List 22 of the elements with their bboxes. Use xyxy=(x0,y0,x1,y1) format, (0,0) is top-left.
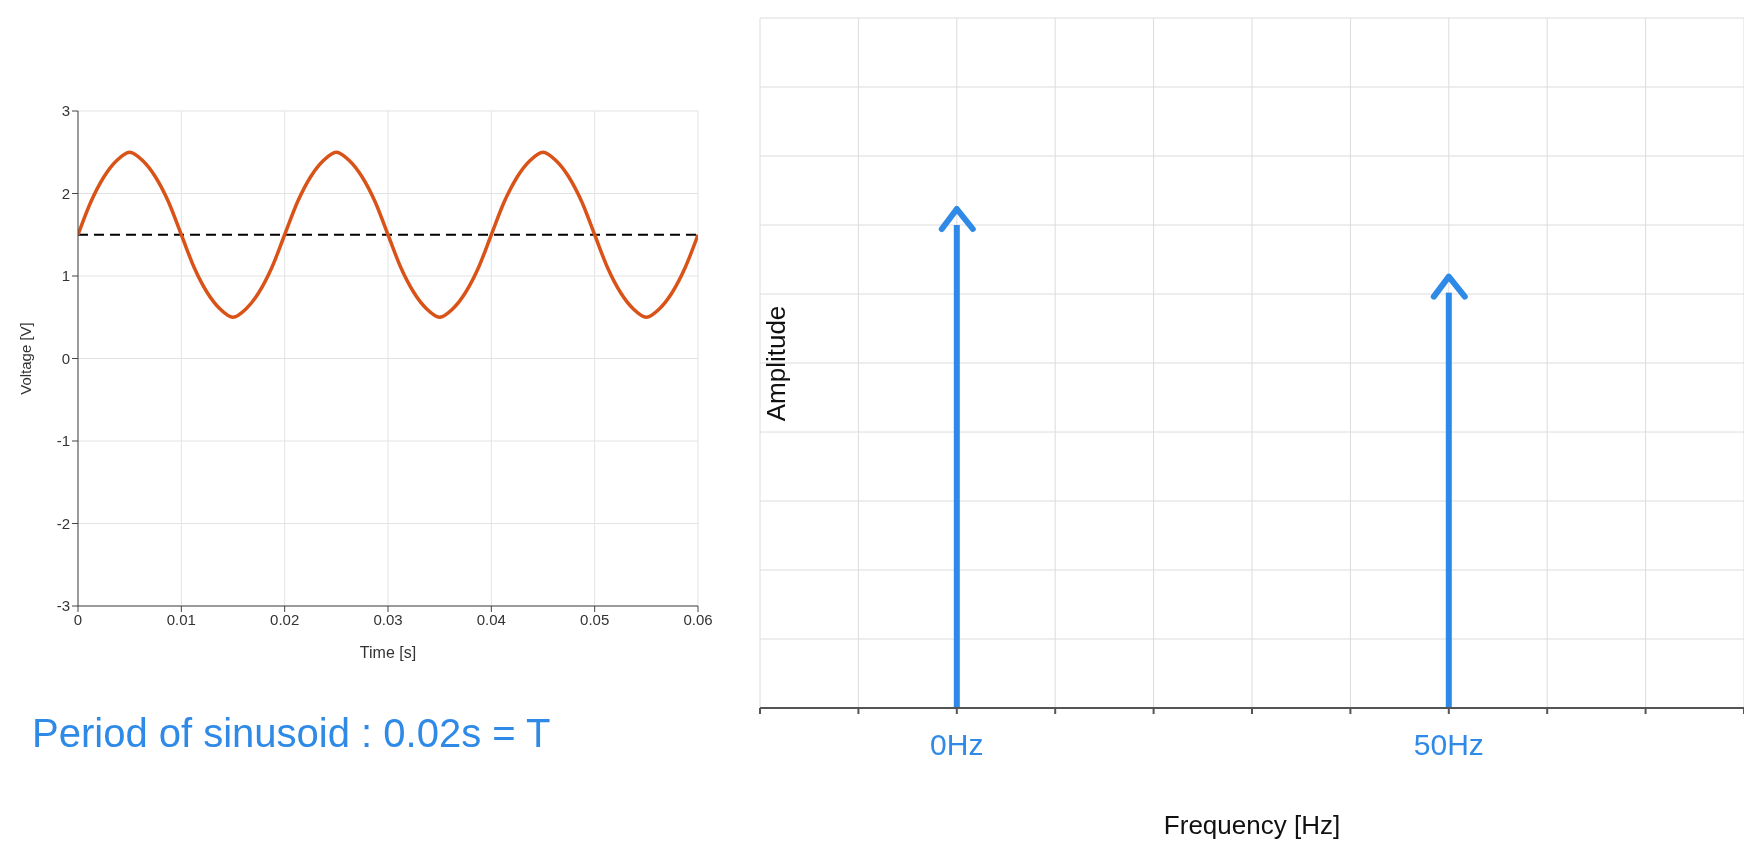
x-tick-label: 0Hz xyxy=(930,728,984,762)
y-axis-title: Amplitude xyxy=(761,305,793,421)
x-tick-label: 0.03 xyxy=(373,610,403,628)
y-tick-label: -1 xyxy=(56,432,70,450)
x-axis-title: Time [s] xyxy=(359,644,417,661)
y-tick-label: 0 xyxy=(61,349,70,367)
line-series xyxy=(78,150,698,319)
y-tick-label: 1 xyxy=(61,267,70,285)
x-tick-label: 0.06 xyxy=(683,610,713,628)
x-axis-title: Frequency [Hz] xyxy=(1163,810,1341,840)
y-tick-label: -3 xyxy=(56,597,70,615)
x-tick-label: 0.01 xyxy=(166,610,196,628)
x-tick-label: 0.05 xyxy=(580,610,610,628)
y-tick-label: -2 xyxy=(56,514,70,532)
y-tick-label: 3 xyxy=(61,102,70,120)
x-tick-label: 50Hz xyxy=(1413,728,1484,762)
y-tick-label: 2 xyxy=(61,184,70,202)
x-tick-label: 0 xyxy=(73,610,83,628)
x-tick-label: 0.04 xyxy=(476,610,506,628)
text: Period of sinusoid : 0.02s = T xyxy=(32,711,551,756)
x-tick-label: 0.02 xyxy=(270,610,300,628)
y-axis-title: Voltage [V] xyxy=(17,322,35,395)
